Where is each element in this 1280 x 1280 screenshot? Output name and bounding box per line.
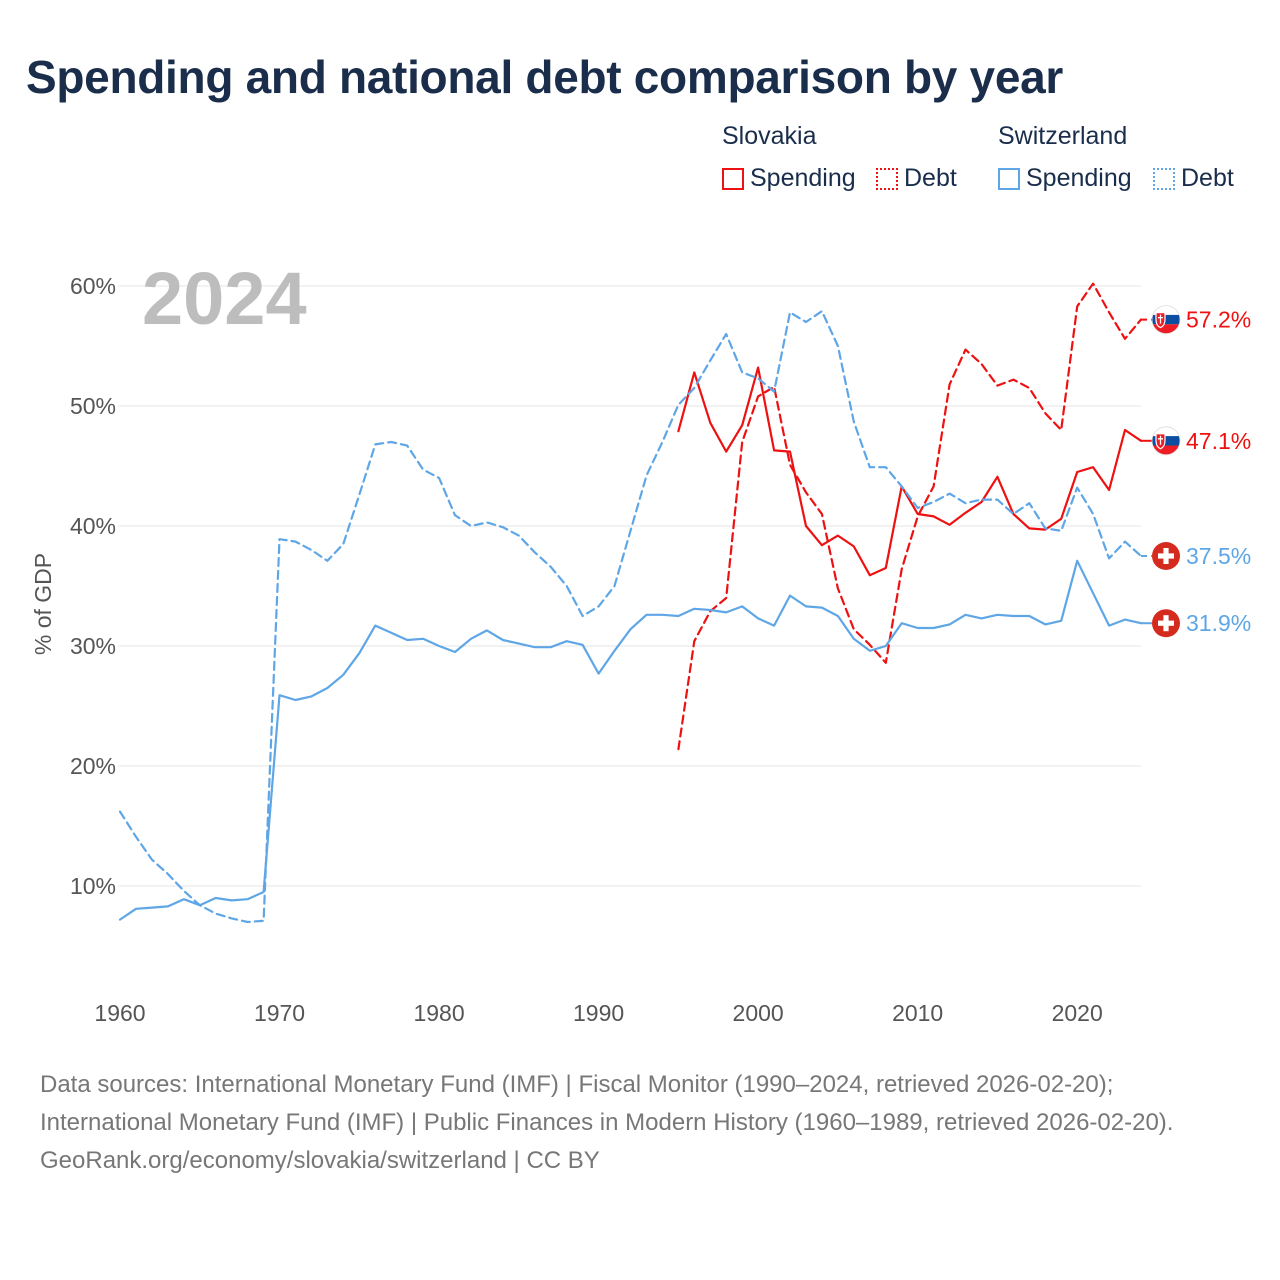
line-chart: 2024 10% 20% 30% 40% 50% 60% 1960 1970 1980 1990… [30, 257, 1251, 1026]
legend-group-slovakia: Slovakia [722, 122, 817, 150]
end-value-label: 57.2% [1186, 307, 1251, 333]
legend-item-slovakia-debt[interactable]: Debt [876, 164, 957, 193]
y-tick-label: 30% [70, 633, 116, 659]
legend-label: Debt [1181, 164, 1234, 192]
series-lines [118, 282, 1143, 924]
legend-label: Spending [1026, 164, 1132, 192]
year-watermark: 2024 [142, 257, 307, 340]
end-value-label: 47.1% [1186, 428, 1251, 454]
legend-swatch-solid-blue [998, 167, 1020, 190]
gridlines [118, 285, 1141, 887]
footer: Data sources: International Monetary Fun… [40, 1066, 1240, 1180]
x-tick-label: 2010 [892, 1000, 943, 1026]
y-tick-label: 10% [70, 873, 116, 899]
x-tick-label: 1990 [573, 1000, 624, 1026]
legend-item-switzerland-spending[interactable]: Spending [998, 164, 1132, 193]
slovakia-flag-icon [1151, 305, 1181, 335]
y-tick-label: 50% [70, 393, 116, 419]
y-tick-label: 40% [70, 513, 116, 539]
data-sources: Data sources: International Monetary Fun… [40, 1071, 1174, 1136]
legend-label: Debt [904, 164, 957, 192]
end-value-label: 37.5% [1186, 543, 1251, 569]
x-tick-label: 1960 [94, 1000, 145, 1026]
legend-item-switzerland-debt[interactable]: Debt [1153, 164, 1234, 193]
x-axis-ticks: 1960 1970 1980 1990 2000 2010 2020 [94, 1000, 1102, 1026]
legend-item-slovakia-spending[interactable]: Spending [722, 164, 856, 193]
x-tick-label: 2000 [733, 1000, 784, 1026]
switzerland-flag-icon [1152, 609, 1180, 638]
series-line-slovakia-debt[interactable] [677, 282, 1143, 751]
y-tick-label: 20% [70, 753, 116, 779]
y-axis-ticks: 10% 20% 30% 40% 50% 60% [70, 273, 116, 899]
y-axis-label: % of GDP [30, 553, 56, 655]
x-tick-label: 1970 [254, 1000, 305, 1026]
chart-title: Spending and national debt comparison by… [26, 51, 1063, 103]
legend-group-switzerland: Switzerland [998, 122, 1128, 150]
attribution-link[interactable]: GeoRank.org/economy/slovakia/switzerland… [40, 1147, 600, 1174]
x-tick-label: 2020 [1052, 1000, 1103, 1026]
legend-swatch-dotted-red [876, 167, 898, 190]
series-line-switzerland-spending[interactable] [118, 559, 1143, 921]
switzerland-flag-icon [1152, 542, 1180, 570]
y-tick-label: 60% [70, 273, 116, 299]
end-value-label: 31.9% [1186, 610, 1251, 636]
legend-swatch-dotted-blue [1153, 167, 1175, 190]
series-end-markers: 47.1% 57.2% 31.9% 37.5% [1141, 305, 1251, 638]
series-line-slovakia-spending[interactable] [677, 366, 1143, 577]
x-tick-label: 1980 [413, 1000, 464, 1026]
series-line-switzerland-debt[interactable] [118, 310, 1143, 924]
slovakia-flag-icon [1151, 426, 1181, 456]
legend-label: Spending [750, 164, 856, 192]
legend-swatch-solid-red [722, 167, 744, 190]
